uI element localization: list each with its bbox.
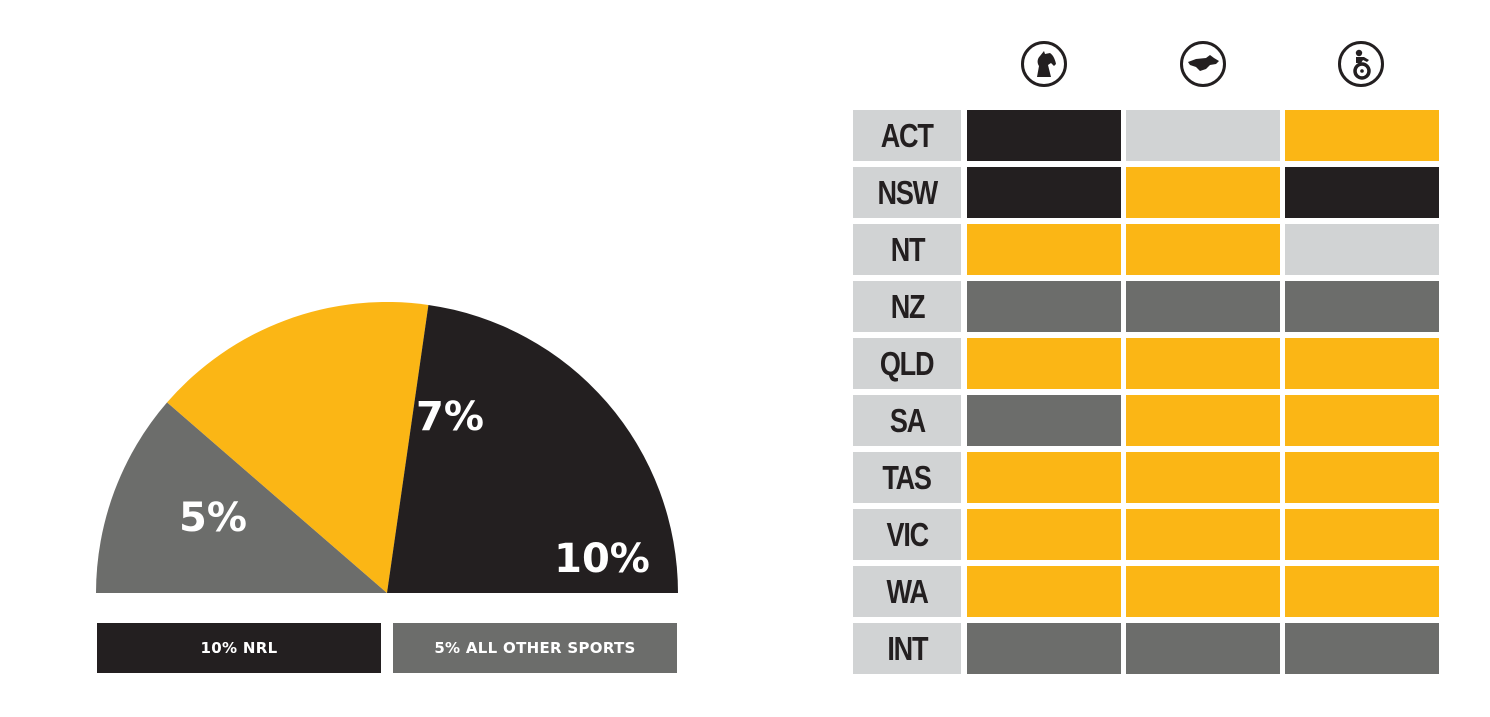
grid-cell-sa-horse — [967, 395, 1121, 446]
slice-label-7pct: 7% — [416, 394, 484, 440]
grid-cell-tas-horse — [967, 452, 1121, 503]
grid-cell-tas-harness — [1285, 452, 1439, 503]
grid-cell-sa-greyhound — [1126, 395, 1280, 446]
row-label: NZ — [853, 281, 961, 332]
row-label: NSW — [853, 167, 961, 218]
grid-cell-vic-greyhound — [1126, 509, 1280, 560]
grid-cell-nz-harness — [1285, 281, 1439, 332]
grid-row-act: ACT — [853, 110, 1440, 161]
grid-cell-nt-horse — [967, 224, 1121, 275]
grid-cell-nsw-harness — [1285, 167, 1439, 218]
grid-row-nsw: NSW — [853, 167, 1440, 218]
harness-icon — [1337, 40, 1385, 88]
grid-cell-qld-greyhound — [1126, 338, 1280, 389]
grid-row-tas: TAS — [853, 452, 1440, 503]
grid-cell-wa-horse — [967, 566, 1121, 617]
grid-cell-act-greyhound — [1126, 110, 1280, 161]
grid-cell-nsw-horse — [967, 167, 1121, 218]
grid-row-nt: NT — [853, 224, 1440, 275]
row-label: WA — [853, 566, 961, 617]
grid-cell-nsw-greyhound — [1126, 167, 1280, 218]
row-label: QLD — [853, 338, 961, 389]
row-label: NT — [853, 224, 961, 275]
grid-row-sa: SA — [853, 395, 1440, 446]
grid-row-nz: NZ — [853, 281, 1440, 332]
legend-nrl: 10% NRL — [97, 623, 381, 673]
grid-cell-int-harness — [1285, 623, 1439, 674]
horse-icon — [1020, 40, 1068, 88]
row-label: ACT — [853, 110, 961, 161]
grid-cell-act-harness — [1285, 110, 1439, 161]
grid-row-wa: WA — [853, 566, 1440, 617]
grid-cell-qld-harness — [1285, 338, 1439, 389]
slice-label-10pct: 10% — [554, 536, 650, 582]
grid-cell-act-horse — [967, 110, 1121, 161]
row-label: VIC — [853, 509, 961, 560]
slice-10pct — [387, 304, 678, 593]
slice-7pct — [167, 302, 429, 593]
grid-cell-wa-greyhound — [1126, 566, 1280, 617]
grid-row-qld: QLD — [853, 338, 1440, 389]
grid-row-vic: VIC — [853, 509, 1440, 560]
grid-cell-int-greyhound — [1126, 623, 1280, 674]
grid-cell-nt-greyhound — [1126, 224, 1280, 275]
semicircle-chart: 5% 7% 10% — [96, 302, 678, 593]
greyhound-icon — [1179, 40, 1227, 88]
grid-cell-tas-greyhound — [1126, 452, 1280, 503]
grid-cell-qld-horse — [967, 338, 1121, 389]
grid-cell-int-horse — [967, 623, 1121, 674]
row-label: SA — [853, 395, 961, 446]
slice-label-5pct: 5% — [179, 495, 247, 541]
grid-cell-nz-horse — [967, 281, 1121, 332]
row-label: TAS — [853, 452, 961, 503]
legend-other-sports: 5% ALL OTHER SPORTS — [393, 623, 677, 673]
grid-cell-nz-greyhound — [1126, 281, 1280, 332]
grid-cell-nt-harness — [1285, 224, 1439, 275]
grid-cell-sa-harness — [1285, 395, 1439, 446]
grid-cell-vic-horse — [967, 509, 1121, 560]
row-label: INT — [853, 623, 961, 674]
slice-5pct — [96, 402, 387, 593]
grid-row-int: INT — [853, 623, 1440, 674]
grid-cell-wa-harness — [1285, 566, 1439, 617]
grid-cell-vic-harness — [1285, 509, 1439, 560]
state-grid: ACT NSW NT NZ QLD SA TAS VIC WA INT — [853, 110, 1440, 680]
